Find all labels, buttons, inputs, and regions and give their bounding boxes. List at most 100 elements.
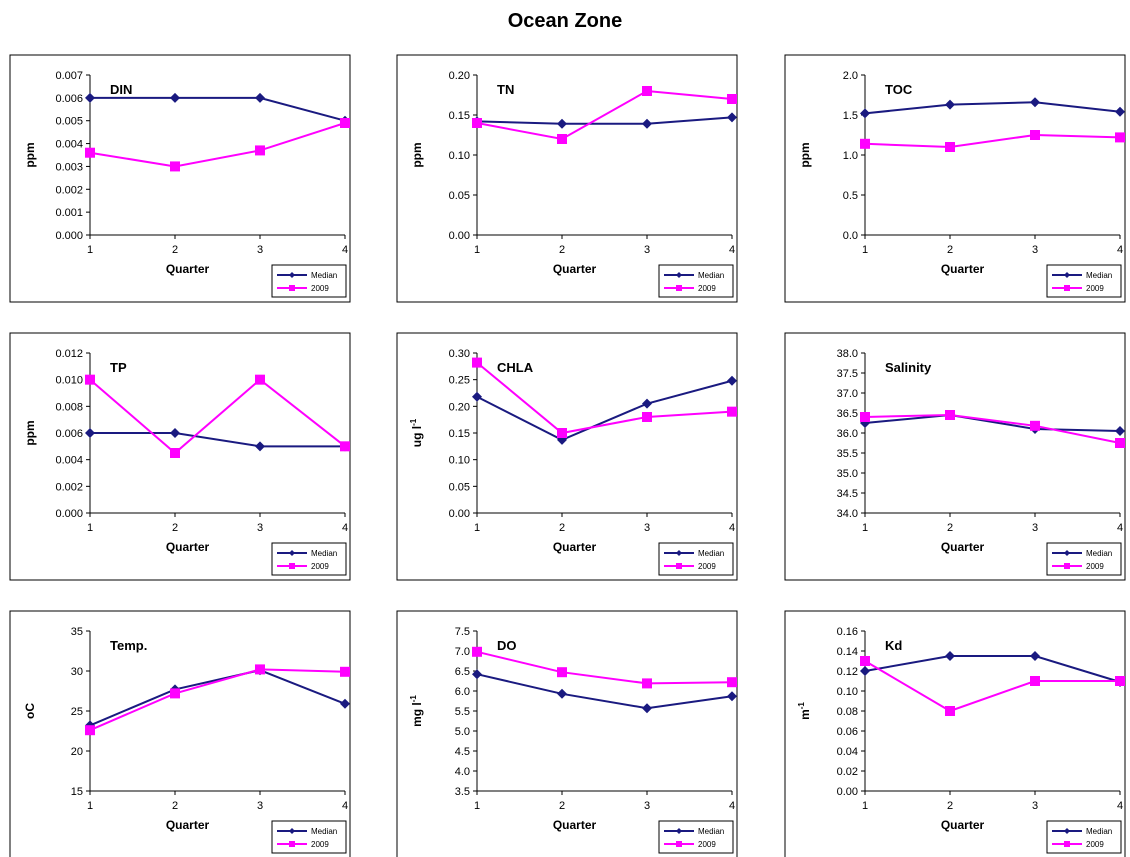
x-tick-label: 2 [559, 522, 565, 534]
legend-label: Median [698, 271, 724, 280]
x-axis-label: Quarter [166, 262, 210, 276]
y-tick-label: 35.0 [837, 468, 858, 480]
y-tick-label: 0.5 [843, 190, 858, 202]
series-line-2009 [864, 413, 1121, 444]
legend-label: Median [698, 827, 724, 836]
legend: Median 2009 [271, 542, 347, 576]
x-tick-label: 1 [862, 522, 868, 534]
y-tick-label: 37.0 [837, 388, 858, 400]
x-tick-label: 2 [172, 800, 178, 812]
legend-label: Median [311, 271, 337, 280]
data-point-median [472, 391, 482, 402]
legend-marker-2009 [1064, 285, 1070, 291]
legend-label: Median [1086, 827, 1112, 836]
panel-frame [784, 54, 1126, 303]
x-tick-label: 1 [474, 800, 480, 812]
data-point-2009 [557, 428, 567, 438]
legend-marker-2009 [676, 563, 682, 569]
x-tick-label: 1 [474, 522, 480, 534]
y-tick-label: 0.004 [55, 455, 83, 467]
data-point-median [170, 428, 180, 438]
y-axis-label: m-1 [797, 702, 812, 720]
y-tick-label: 0.16 [837, 626, 858, 638]
data-point-median [860, 108, 870, 119]
legend-label: 2009 [698, 562, 716, 571]
legend-marker-median [676, 272, 682, 278]
y-tick-label: 0.20 [449, 70, 470, 82]
x-tick-label: 3 [1032, 800, 1038, 812]
series-line-2009 [864, 133, 1121, 149]
data-point-median [85, 92, 95, 103]
y-tick-label: 1.5 [843, 110, 858, 122]
y-tick-label: 0.005 [55, 116, 83, 128]
x-tick-label: 1 [474, 244, 480, 256]
legend-label: 2009 [698, 840, 716, 849]
data-point-2009 [1030, 676, 1040, 686]
x-tick-label: 1 [862, 244, 868, 256]
series-line-2009 [89, 378, 346, 455]
legend: Median 2009 [658, 820, 734, 854]
y-axis-label: ppm [23, 142, 37, 167]
legend-label: 2009 [311, 284, 329, 293]
legend-box [1046, 820, 1122, 854]
y-tick-label: 38.0 [837, 348, 858, 360]
y-tick-label: 0.20 [449, 401, 470, 413]
y-tick-label: 7.0 [455, 646, 470, 658]
x-tick-label: 3 [644, 244, 650, 256]
data-point-median [472, 669, 482, 680]
legend-label: 2009 [698, 284, 716, 293]
legend-marker-2009 [676, 841, 682, 847]
y-tick-label: 7.5 [455, 626, 470, 638]
data-point-2009 [170, 448, 180, 458]
y-tick-label: 3.5 [455, 786, 470, 798]
data-point-2009 [860, 138, 870, 149]
data-point-2009 [472, 357, 482, 368]
chart-panel-din: 0.000 0.001 0.002 0.003 0.004 0.005 0.006 0.007… [9, 54, 351, 303]
legend-marker-2009 [289, 285, 295, 291]
data-point-median [170, 92, 180, 103]
legend-marker-median [1064, 550, 1070, 556]
data-point-2009 [170, 688, 180, 699]
y-axis-label: ug l-1 [409, 418, 424, 447]
panel-frame [396, 332, 738, 581]
x-tick-label: 4 [1117, 522, 1123, 534]
x-axis-label: Quarter [553, 540, 597, 554]
legend-box [658, 264, 734, 298]
series-line-2009 [89, 668, 346, 732]
series-line-median [90, 432, 345, 448]
x-tick-label: 4 [729, 522, 735, 534]
legend-box [271, 542, 347, 576]
chart-panel-kd: 0.00 0.02 0.04 0.06 0.08 0.10 0.12 0.14 0.16 1 2 3 4… [784, 610, 1126, 857]
legend-marker-2009 [1064, 841, 1070, 847]
data-point-median [1030, 97, 1040, 108]
legend-marker-median [676, 550, 682, 556]
y-tick-label: 37.5 [837, 368, 858, 380]
series-line-median [864, 655, 1121, 683]
y-tick-label: 0.04 [837, 746, 858, 758]
y-tick-label: 0.002 [55, 481, 83, 493]
y-tick-label: 0.00 [449, 230, 470, 242]
legend-label: 2009 [1086, 562, 1104, 571]
chart-title: Salinity [885, 360, 932, 375]
legend-label: 2009 [311, 840, 329, 849]
data-point-2009 [255, 374, 265, 385]
chart-title: DO [497, 638, 517, 653]
series-line-2009 [476, 650, 733, 685]
data-point-median [557, 688, 567, 699]
x-tick-label: 3 [257, 800, 263, 812]
x-tick-label: 4 [1117, 244, 1123, 256]
legend-box [658, 820, 734, 854]
legend-label: Median [1086, 271, 1112, 280]
data-point-2009 [1030, 130, 1040, 140]
series-line-median [89, 669, 346, 727]
data-point-median [255, 92, 265, 103]
data-point-2009 [85, 147, 95, 158]
y-axis-label: ppm [23, 420, 37, 445]
data-point-2009 [85, 725, 95, 736]
data-point-2009 [642, 86, 652, 96]
y-tick-label: 34.0 [837, 508, 858, 520]
x-tick-label: 3 [644, 522, 650, 534]
y-tick-label: 0.10 [449, 455, 470, 467]
legend-label: 2009 [311, 562, 329, 571]
